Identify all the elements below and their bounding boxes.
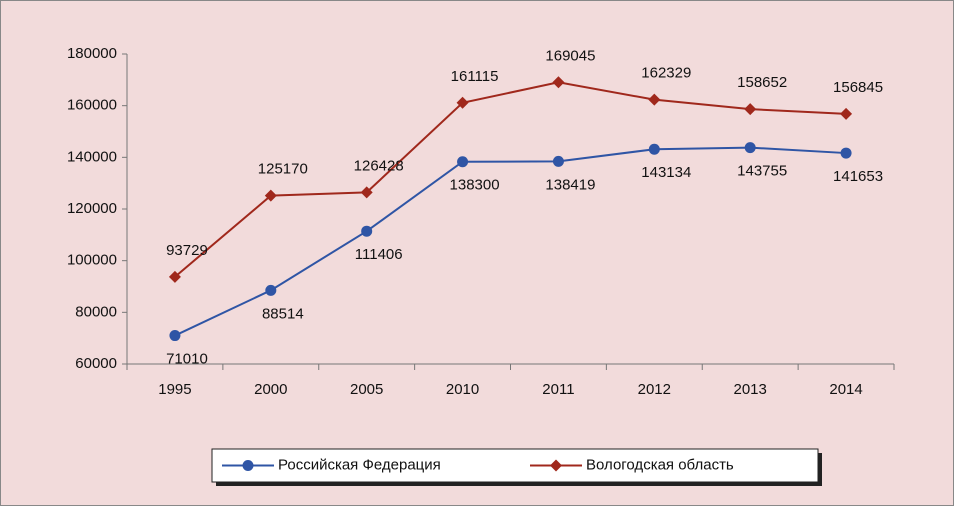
y-tick-label: 100000: [67, 252, 117, 269]
data-label: 93729: [166, 242, 208, 259]
legend-label: Российская Федерация: [278, 456, 441, 473]
x-tick-label: 2005: [350, 381, 383, 398]
marker: [168, 270, 181, 283]
x-tick-label: 2014: [829, 381, 862, 398]
data-label: 138419: [545, 176, 595, 193]
data-label: 138300: [450, 177, 500, 194]
marker: [552, 76, 565, 89]
data-label: 125170: [258, 161, 308, 178]
marker: [169, 330, 181, 342]
legend-box: [211, 448, 819, 483]
y-tick-label: 120000: [67, 200, 117, 217]
marker: [840, 147, 852, 159]
x-tick-label: 2013: [734, 381, 767, 398]
data-label: 71010: [166, 351, 208, 368]
marker: [550, 459, 562, 472]
marker: [648, 93, 661, 106]
marker: [648, 143, 660, 155]
series-line: [174, 146, 847, 337]
marker: [265, 284, 277, 296]
x-tick-label: 2012: [638, 381, 671, 398]
data-label: 88514: [262, 305, 304, 322]
y-tick-label: 180000: [67, 45, 117, 62]
data-label: 143755: [737, 163, 787, 180]
x-tick-label: 2010: [446, 381, 479, 398]
y-tick-label: 60000: [75, 355, 117, 372]
marker: [840, 107, 853, 120]
marker: [360, 186, 373, 199]
x-tick-label: 2000: [254, 381, 287, 398]
y-tick-label: 160000: [67, 97, 117, 114]
marker: [744, 103, 757, 116]
marker: [361, 225, 373, 237]
data-label: 156845: [833, 79, 883, 96]
marker: [456, 96, 469, 109]
marker: [457, 156, 469, 168]
x-tick-label: 1995: [158, 381, 191, 398]
data-label: 162329: [641, 65, 691, 82]
marker: [744, 142, 756, 154]
data-label: 158652: [737, 74, 787, 91]
data-label: 126428: [354, 157, 404, 174]
y-tick-label: 80000: [75, 303, 117, 320]
data-label: 111406: [355, 246, 403, 263]
data-label: 143134: [641, 164, 691, 181]
y-tick-label: 140000: [67, 148, 117, 165]
marker: [264, 189, 277, 202]
legend-label: Вологодская область: [586, 456, 734, 473]
series-line: [174, 81, 847, 278]
x-tick-label: 2011: [542, 381, 574, 398]
data-label: 161115: [451, 68, 499, 85]
marker: [552, 155, 564, 167]
data-label: 141653: [833, 168, 883, 185]
marker: [242, 460, 254, 471]
data-label: 169045: [545, 47, 595, 64]
